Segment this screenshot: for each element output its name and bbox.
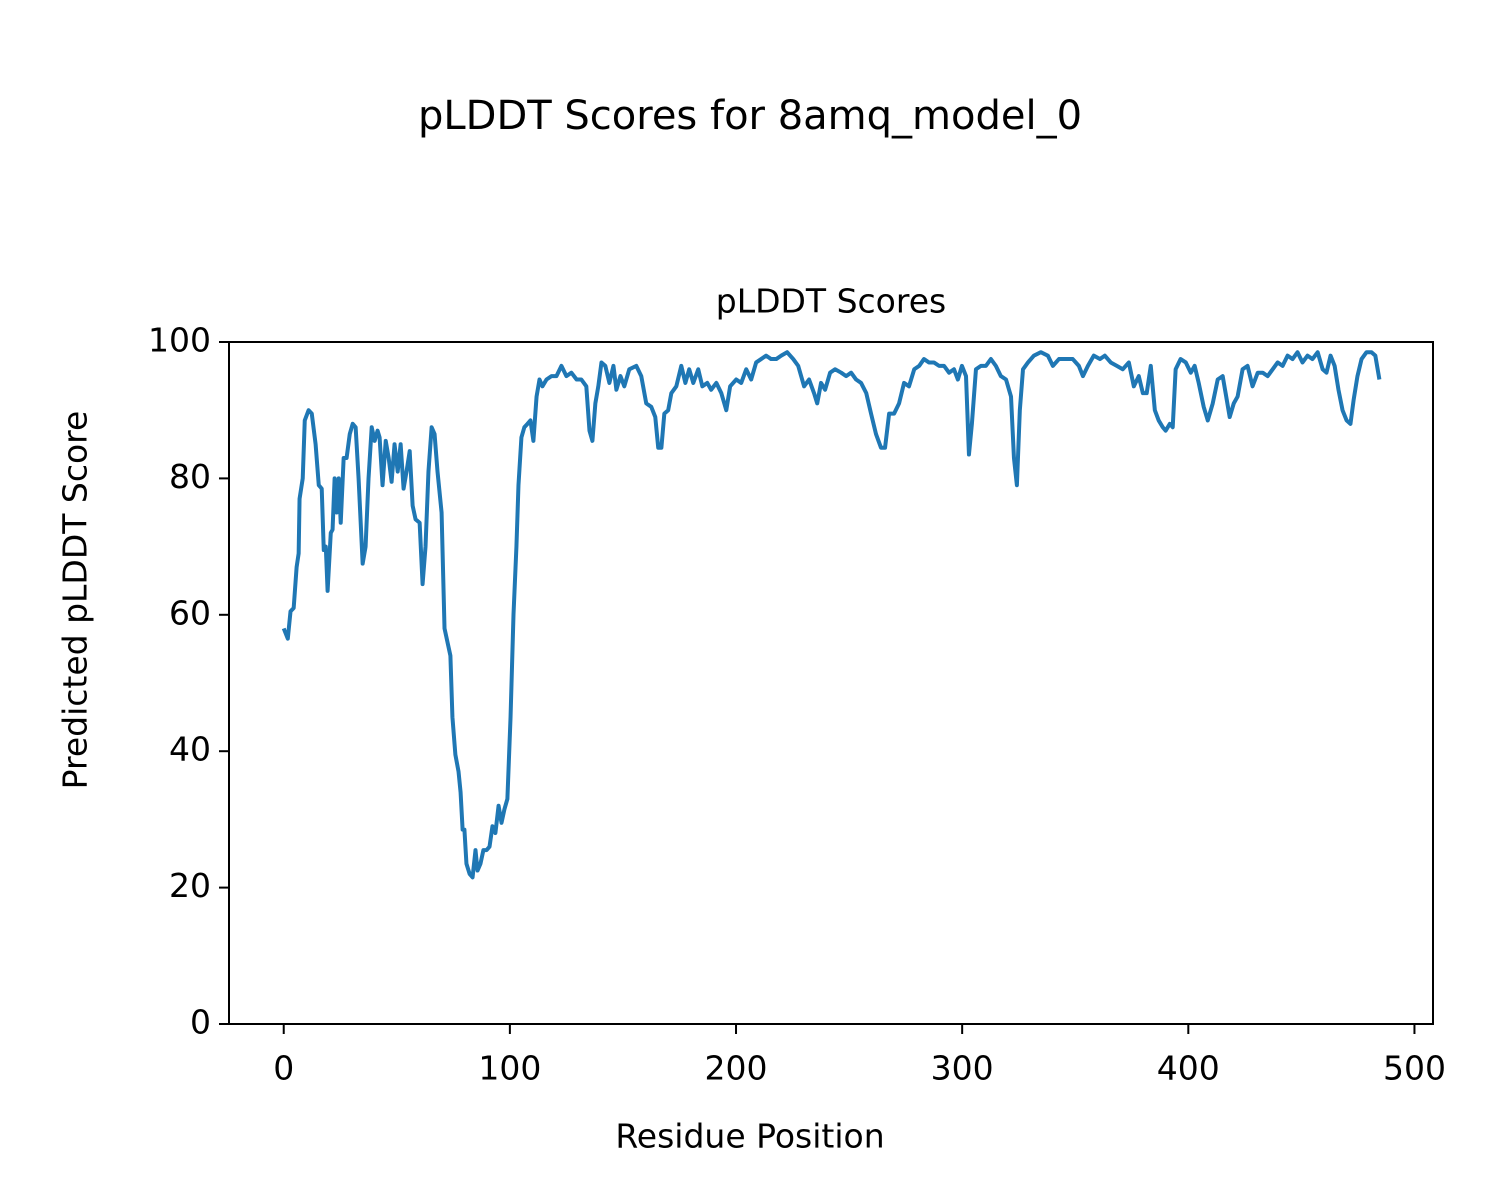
x-tick-label: 500 — [1383, 1049, 1446, 1088]
y-tick-label: 60 — [169, 593, 211, 632]
y-tick-label: 80 — [169, 457, 211, 496]
y-axis-label: Predicted pLDDT Score — [56, 411, 95, 790]
data-line — [281, 350, 1382, 880]
y-tick-label: 0 — [190, 1003, 211, 1042]
y-tick-label: 100 — [148, 321, 211, 360]
x-tick-label: 200 — [705, 1049, 768, 1088]
x-tick-label: 100 — [478, 1049, 541, 1088]
y-tick-label: 40 — [169, 730, 211, 769]
x-tick-label: 0 — [273, 1049, 294, 1088]
x-tick-label: 300 — [931, 1049, 994, 1088]
axes-frame — [228, 341, 1434, 1025]
axes-title: pLDDT Scores — [716, 282, 946, 321]
y-tick-label: 20 — [169, 866, 211, 905]
x-axis-label: Residue Position — [615, 1117, 884, 1156]
chart-title: pLDDT Scores for 8amq_model_0 — [418, 93, 1082, 139]
x-tick-label: 400 — [1157, 1049, 1220, 1088]
